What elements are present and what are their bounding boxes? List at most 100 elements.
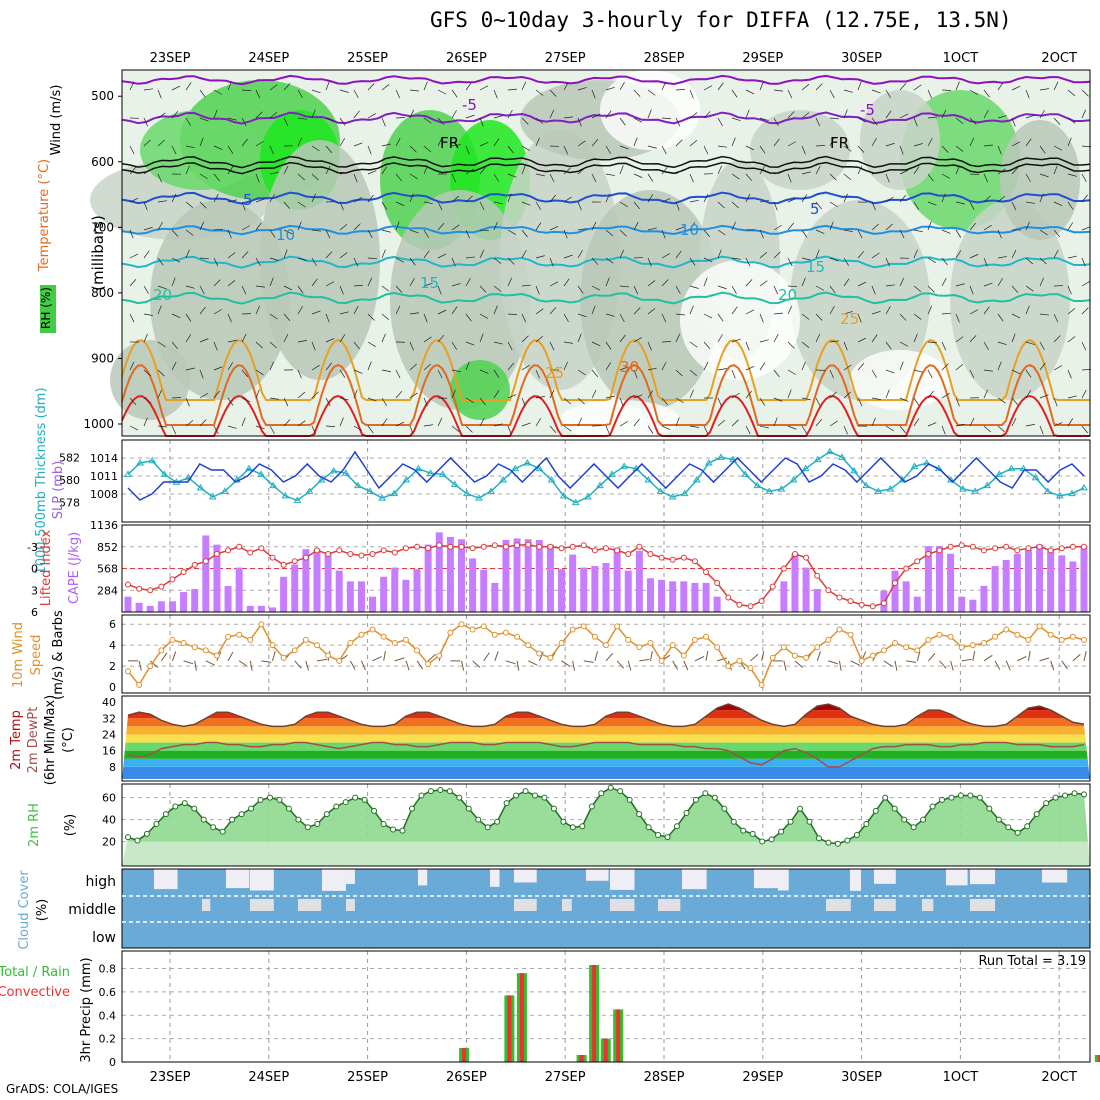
wind-barb <box>255 111 263 119</box>
lifted-index-line-point <box>1003 543 1010 550</box>
wind-barb <box>969 201 975 211</box>
cape-bar <box>791 553 799 612</box>
wind-barb <box>871 369 877 378</box>
wind-barb <box>423 424 433 427</box>
wind-barb <box>745 425 751 435</box>
wind-barb <box>269 145 274 155</box>
cloud-gap-middle <box>250 899 274 911</box>
wind-barb <box>129 197 139 203</box>
wind-barb <box>675 397 684 404</box>
wind-barb <box>997 168 1006 175</box>
wind-speed-line-point <box>647 640 654 647</box>
thickness-line-point <box>995 470 1004 477</box>
wind-barb <box>829 305 835 315</box>
lifted-index-line-point <box>236 543 243 550</box>
lifted-index-line-point <box>525 541 532 548</box>
rh2m-line-point <box>901 816 908 823</box>
thickness-line-point <box>1068 489 1076 497</box>
wind-barb <box>1081 369 1092 371</box>
cloud-gap-middle <box>970 899 996 911</box>
wind-barb <box>871 223 879 231</box>
wind-barb <box>633 221 639 231</box>
wind-barb <box>591 389 597 399</box>
wind-barb <box>1011 313 1021 319</box>
cape-bar <box>680 581 688 612</box>
wind-barb <box>129 425 139 431</box>
wind-barb <box>367 397 377 402</box>
wind-speed-line-point <box>836 626 843 633</box>
wind-speed-line-point <box>358 631 365 638</box>
pressure-axis-label: (millibars) <box>89 215 107 291</box>
wind-barb <box>535 255 545 259</box>
wind-barb <box>1081 226 1091 231</box>
wind-barb <box>143 313 153 316</box>
wind-speed-line-point <box>658 657 665 664</box>
cloud-axis-label: Cloud Cover <box>17 870 32 950</box>
wind-barb <box>661 279 669 287</box>
lifted-index-line-point <box>291 558 298 565</box>
wind-speed-line-point <box>136 681 143 688</box>
wind-barb <box>647 425 654 434</box>
wind-barb <box>745 341 750 351</box>
wind-barb <box>339 171 349 175</box>
wind-barb <box>913 166 920 175</box>
precip-bar-convective <box>603 1038 608 1062</box>
wind-barb <box>325 165 331 175</box>
wind-barb <box>535 396 545 399</box>
rh2m-line-point <box>248 805 255 812</box>
wind-barb <box>157 89 162 99</box>
cape-bar <box>1069 561 1077 612</box>
wind-barb <box>451 389 456 399</box>
wind-barb <box>829 173 837 181</box>
wind-barb <box>871 285 876 295</box>
wind-barb <box>129 397 137 405</box>
wind-speed-line-point <box>313 642 320 649</box>
wind-barb <box>717 229 726 236</box>
wind-speed-line-point <box>791 652 798 659</box>
wind-barb <box>535 89 544 96</box>
wind-barb <box>717 313 724 322</box>
slp-tick-label: 1011 <box>90 470 118 483</box>
wind-barb <box>731 338 741 343</box>
wind-barb <box>241 201 246 211</box>
temp-line <box>127 703 1085 728</box>
wind-barb <box>759 117 769 121</box>
wind-barb <box>759 251 768 259</box>
lifted-index-line-point <box>491 542 498 549</box>
rh2m-line-point <box>569 824 576 831</box>
lifted-index-line-point <box>691 558 698 565</box>
wind-barb <box>395 305 401 315</box>
wind-speed-line-point <box>958 644 965 651</box>
wind-barb <box>227 229 232 239</box>
wind-barb <box>689 305 694 315</box>
wind-barb <box>605 110 612 119</box>
wind-barb <box>311 425 317 435</box>
wind-barb <box>423 282 433 287</box>
wind-barb-10m <box>961 658 972 662</box>
wind-barb <box>507 362 514 371</box>
wind-speed-line-point <box>925 636 932 643</box>
lifted-index-line-point <box>880 600 887 607</box>
wind-barb <box>185 82 192 91</box>
wind-barb <box>423 81 428 91</box>
wind-barb <box>857 313 862 323</box>
wind-barb <box>969 222 976 231</box>
wind-speed-line-point <box>280 654 287 661</box>
wind-barb-10m <box>916 651 921 661</box>
wind-barb <box>465 361 470 371</box>
rh2m-line-point <box>967 792 974 799</box>
wind-barb-10m <box>683 660 689 671</box>
rh2m-line-point <box>815 835 822 842</box>
wind-barb <box>283 419 291 427</box>
wind-barb <box>507 173 517 178</box>
wind-barb <box>913 84 922 91</box>
slp-axis-label: SLP (mb) <box>51 461 66 520</box>
wind-barb <box>941 312 951 315</box>
lifted-index-line-point <box>158 583 165 590</box>
wind-barb <box>479 417 485 427</box>
lifted-index-line-point <box>936 547 943 554</box>
thickness-line-point <box>971 487 979 494</box>
wind-barb <box>381 229 391 233</box>
rh-clear-area <box>600 70 700 150</box>
cape-bar <box>1058 555 1066 612</box>
